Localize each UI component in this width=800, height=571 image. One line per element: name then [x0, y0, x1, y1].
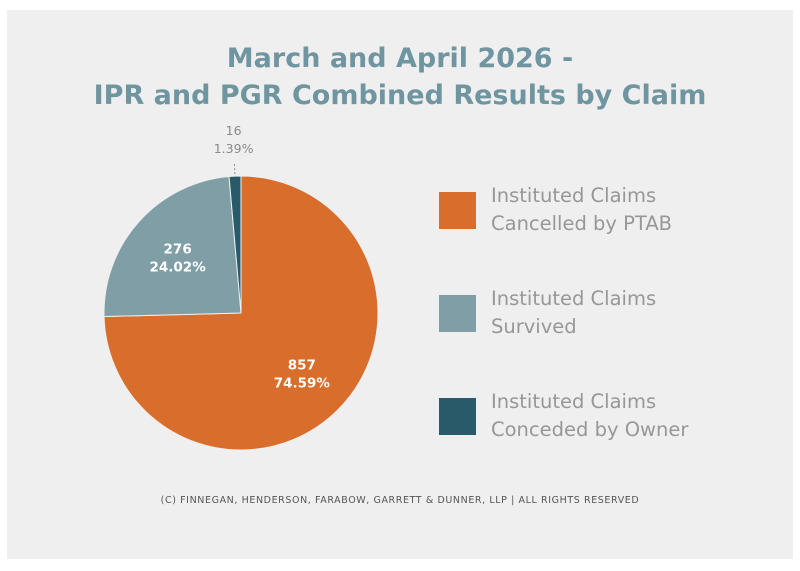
legend-label-cancelled-line-2: Cancelled by PTAB [491, 212, 673, 235]
pie-chart: 857 74.59% 276 24.02% 16 1.39% [103, 123, 379, 451]
legend-swatch-cancelled [439, 192, 476, 229]
chart-title-line-2: IPR and PGR Combined Results by Claim [93, 80, 707, 111]
legend-label-survived: Instituted Claims Survived [491, 285, 771, 341]
legend-swatch-survived [439, 295, 476, 332]
data-label-conceded: 16 1.39% [214, 123, 254, 156]
legend-item-cancelled: Instituted Claims Cancelled by PTAB [439, 182, 769, 238]
pie-slice-conceded [228, 175, 242, 314]
legend-label-conceded: Instituted Claims Conceded by Owner [491, 388, 771, 444]
data-label-value-conceded: 16 [226, 123, 242, 138]
data-label-value-survived: 276 [164, 241, 192, 257]
legend-label-conceded-line-2: Conceded by Owner [491, 418, 689, 441]
chart-title-line-1: March and April 2026 - [226, 43, 574, 74]
data-label-percent-cancelled: 74.59% [274, 375, 331, 391]
chart-legend: Instituted Claims Cancelled by PTAB Inst… [439, 182, 769, 491]
pie-slice-survived [103, 175, 242, 318]
leader-line-conceded [233, 162, 236, 175]
legend-label-conceded-line-1: Instituted Claims [491, 390, 657, 413]
legend-item-conceded: Instituted Claims Conceded by Owner [439, 388, 769, 444]
data-label-percent-conceded: 1.39% [214, 141, 254, 156]
chart-title: March and April 2026 - IPR and PGR Combi… [7, 40, 793, 114]
data-label-percent-survived: 24.02% [150, 259, 207, 275]
copyright-footer: (C) FINNEGAN, HENDERSON, FARABOW, GARRET… [160, 495, 640, 506]
legend-label-cancelled-line-1: Instituted Claims [491, 184, 657, 207]
legend-label-cancelled: Instituted Claims Cancelled by PTAB [491, 182, 771, 238]
legend-label-survived-line-2: Survived [491, 315, 577, 338]
chart-card: March and April 2026 - IPR and PGR Combi… [7, 10, 793, 559]
data-label-survived: 276 24.02% [150, 241, 207, 275]
data-label-value-cancelled: 857 [288, 357, 316, 373]
data-label-cancelled: 857 74.59% [274, 357, 331, 391]
legend-label-survived-line-1: Instituted Claims [491, 287, 657, 310]
legend-swatch-conceded [439, 398, 476, 435]
legend-item-survived: Instituted Claims Survived [439, 285, 769, 341]
